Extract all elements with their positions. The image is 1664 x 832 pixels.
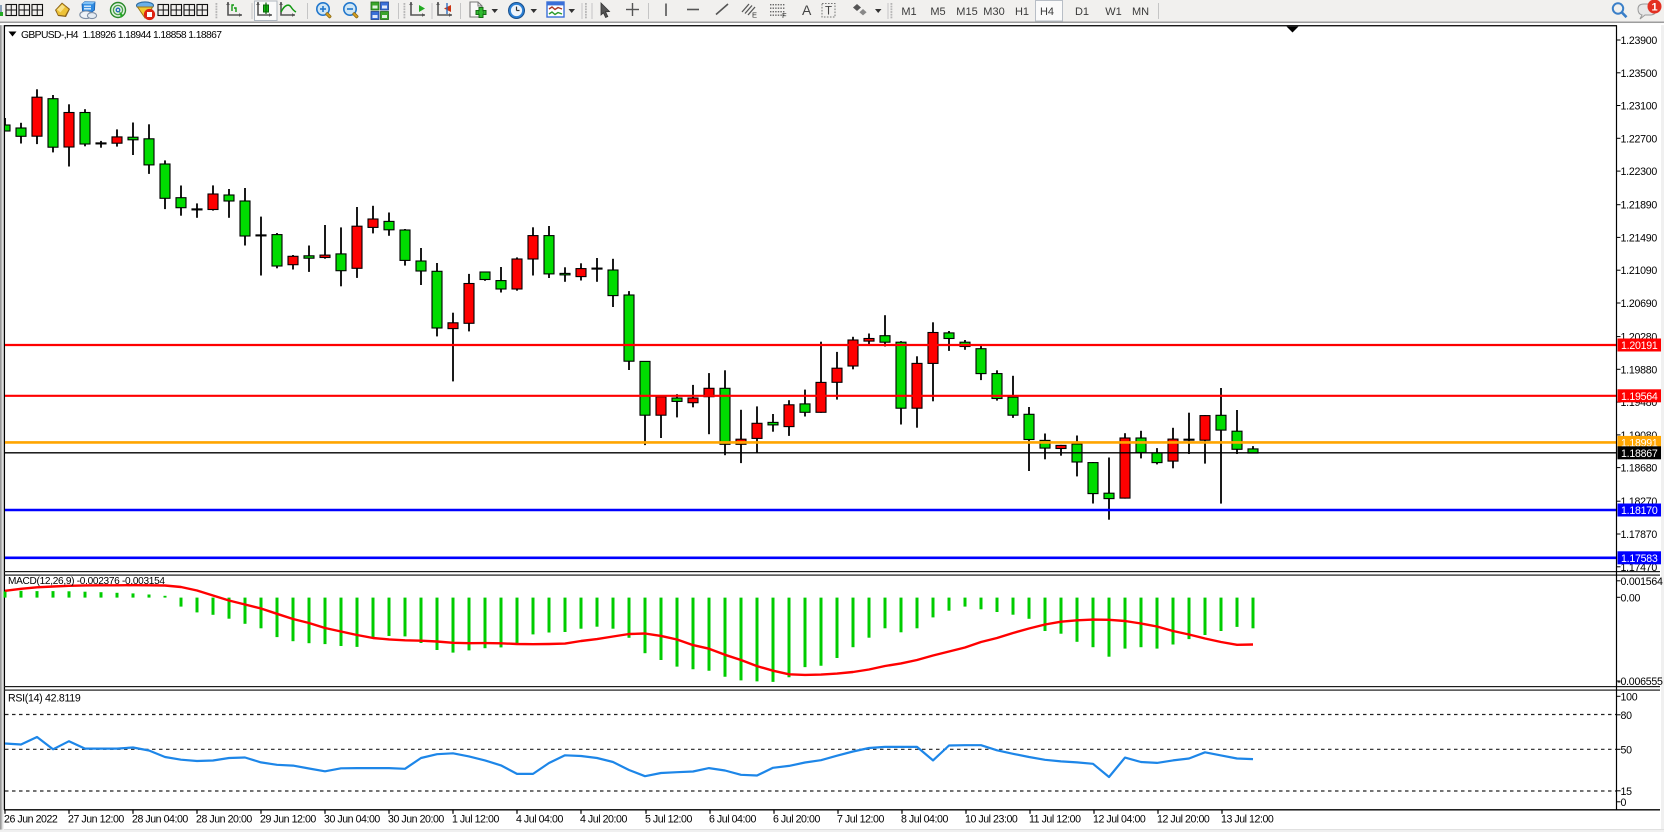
svg-text:1.21890: 1.21890 xyxy=(1621,200,1658,212)
svg-text:4 Jul 04:00: 4 Jul 04:00 xyxy=(516,813,563,825)
svg-text:29 Jun 12:00: 29 Jun 12:00 xyxy=(260,813,316,825)
svg-text:F: F xyxy=(782,11,787,20)
svg-text:M30: M30 xyxy=(983,6,1004,18)
svg-text:100: 100 xyxy=(1621,691,1638,703)
svg-text:1.21090: 1.21090 xyxy=(1621,265,1658,277)
svg-text:M15: M15 xyxy=(956,6,977,18)
svg-text:4 Jul 20:00: 4 Jul 20:00 xyxy=(580,813,627,825)
svg-text:1.19564: 1.19564 xyxy=(1621,391,1658,403)
svg-text:80: 80 xyxy=(1621,710,1633,722)
svg-text:1.17870: 1.17870 xyxy=(1621,529,1658,541)
svg-text:1.22700: 1.22700 xyxy=(1621,133,1658,145)
svg-text:1 Jul 12:00: 1 Jul 12:00 xyxy=(452,813,499,825)
svg-text:RSI(14) 42.8119: RSI(14) 42.8119 xyxy=(8,693,81,705)
svg-text:28 Jun 04:00: 28 Jun 04:00 xyxy=(132,813,188,825)
svg-text:1.20690: 1.20690 xyxy=(1621,298,1658,310)
svg-text:0: 0 xyxy=(1621,797,1627,809)
svg-text:28 Jun 20:00: 28 Jun 20:00 xyxy=(196,813,252,825)
svg-text:0.001564: 0.001564 xyxy=(1621,576,1664,588)
svg-text:GBPUSD-,H4 1.18926 1.18944 1.: GBPUSD-,H4 1.18926 1.18944 1.18858 1.188… xyxy=(21,30,222,41)
svg-text:A: A xyxy=(802,2,812,18)
svg-text:1.22300: 1.22300 xyxy=(1621,166,1658,178)
svg-text:M5: M5 xyxy=(930,6,945,18)
svg-text:5 Jul 12:00: 5 Jul 12:00 xyxy=(645,813,692,825)
svg-text:0.00: 0.00 xyxy=(1621,592,1641,604)
svg-text:M1: M1 xyxy=(901,6,916,18)
svg-text:W1: W1 xyxy=(1105,6,1122,18)
svg-text:H4: H4 xyxy=(1040,6,1054,18)
svg-text:1.18680: 1.18680 xyxy=(1621,463,1658,475)
svg-text:13 Jul 12:00: 13 Jul 12:00 xyxy=(1221,813,1274,825)
svg-text:1.23900: 1.23900 xyxy=(1621,35,1658,47)
svg-text:1.18170: 1.18170 xyxy=(1621,505,1658,517)
svg-text:10 Jul 23:00: 10 Jul 23:00 xyxy=(965,813,1018,825)
svg-text:E: E xyxy=(752,11,757,20)
svg-text:30 Jun 04:00: 30 Jun 04:00 xyxy=(324,813,380,825)
svg-text:11 Jul 12:00: 11 Jul 12:00 xyxy=(1029,813,1081,825)
svg-text:12 Jul 20:00: 12 Jul 20:00 xyxy=(1157,813,1210,825)
svg-text:6 Jul 04:00: 6 Jul 04:00 xyxy=(709,813,756,825)
svg-text:7 Jul 12:00: 7 Jul 12:00 xyxy=(837,813,884,825)
svg-text:8 Jul 04:00: 8 Jul 04:00 xyxy=(901,813,948,825)
svg-text:-0.006555: -0.006555 xyxy=(1617,676,1663,688)
svg-text:D1: D1 xyxy=(1075,6,1089,18)
svg-text:1: 1 xyxy=(1651,2,1657,14)
svg-text:26 Jun 2022: 26 Jun 2022 xyxy=(4,813,58,825)
svg-text:1.23100: 1.23100 xyxy=(1621,101,1658,113)
svg-text:MN: MN xyxy=(1132,6,1149,18)
svg-text:6 Jul 20:00: 6 Jul 20:00 xyxy=(773,813,820,825)
svg-text:1.19880: 1.19880 xyxy=(1621,364,1658,376)
svg-text:T: T xyxy=(825,6,832,18)
svg-text:30 Jun 20:00: 30 Jun 20:00 xyxy=(388,813,444,825)
svg-text:1.17583: 1.17583 xyxy=(1621,553,1658,565)
svg-text:1.21490: 1.21490 xyxy=(1621,232,1658,244)
svg-text:1.17470: 1.17470 xyxy=(1621,562,1658,574)
svg-text:MACD(12,26,9) -0.002376 -0.003: MACD(12,26,9) -0.002376 -0.003154 xyxy=(8,576,165,587)
svg-text:1.23500: 1.23500 xyxy=(1621,68,1658,80)
svg-text:27 Jun 12:00: 27 Jun 12:00 xyxy=(68,813,124,825)
svg-text:12 Jul 04:00: 12 Jul 04:00 xyxy=(1093,813,1146,825)
svg-text:H1: H1 xyxy=(1015,6,1029,18)
svg-text:50: 50 xyxy=(1621,744,1633,756)
svg-text:15: 15 xyxy=(1621,786,1633,798)
svg-text:1.18867: 1.18867 xyxy=(1621,448,1658,460)
svg-text:1.20191: 1.20191 xyxy=(1621,340,1658,352)
